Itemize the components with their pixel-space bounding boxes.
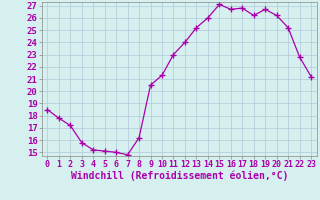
X-axis label: Windchill (Refroidissement éolien,°C): Windchill (Refroidissement éolien,°C) xyxy=(70,171,288,181)
